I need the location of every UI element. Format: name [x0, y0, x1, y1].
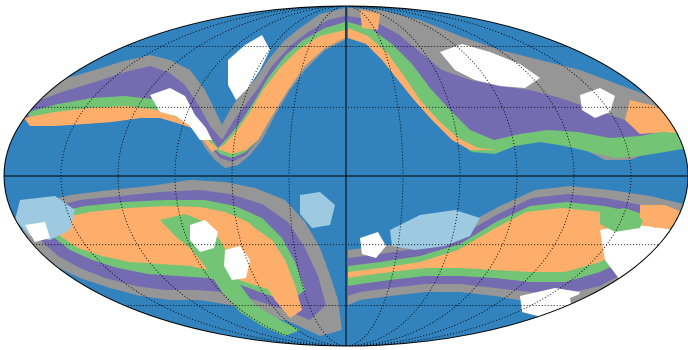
region-purple-ne	[348, 16, 688, 156]
region-white-sw-2	[224, 246, 250, 280]
region-orange-se	[348, 208, 675, 278]
region-orange-sw-2	[235, 228, 302, 318]
region-lightblue-sw-2	[300, 192, 335, 228]
map-outline	[3, 5, 688, 347]
region-white-sw-3	[25, 222, 50, 242]
region-orange-ne-top	[360, 10, 380, 30]
region-orange-nw	[24, 30, 345, 154]
region-white-ne-2	[580, 88, 615, 118]
region-orange-se-2	[640, 205, 682, 228]
region-lightblue-se	[390, 210, 480, 250]
region-orange-ne	[348, 28, 688, 150]
region-green-ne	[348, 22, 688, 158]
region-white-nw-2	[228, 35, 270, 100]
region-white-nw-1	[150, 88, 212, 140]
region-white-sw-1	[190, 220, 218, 252]
region-white-ne-1	[440, 44, 540, 88]
region-green-se-2	[600, 208, 645, 232]
